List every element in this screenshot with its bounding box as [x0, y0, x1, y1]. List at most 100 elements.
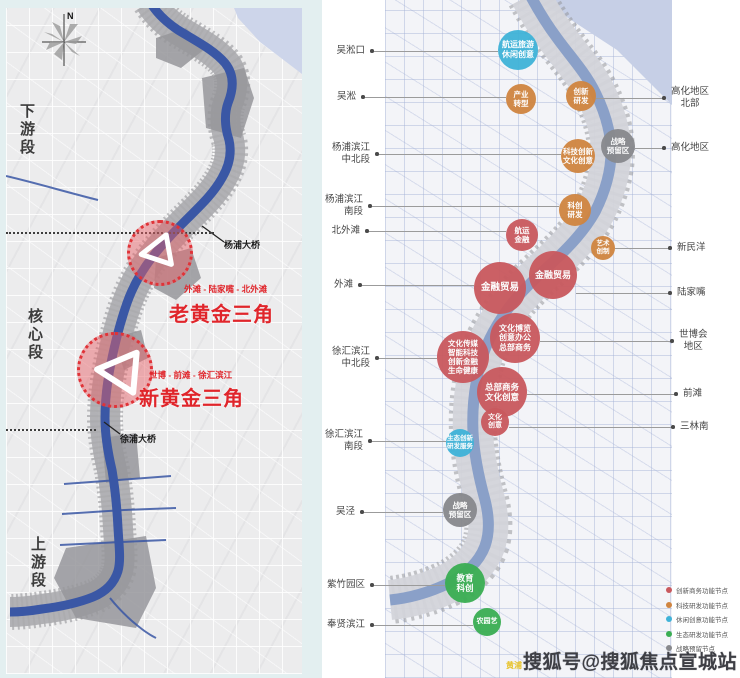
old-golden-triangle-title: 老黄金三角: [169, 304, 274, 326]
place-label: 北外滩: [331, 224, 360, 236]
place-label: 高化地区: [671, 141, 710, 153]
label-lead-line: [576, 293, 670, 294]
label-lead-line: [372, 585, 445, 586]
legend-item: 生态研发功能节点: [666, 629, 728, 639]
function-node: 总部商务 文化创意: [477, 367, 527, 417]
legend-dot-icon: [666, 601, 672, 608]
compass-rose-icon: N: [42, 11, 86, 66]
label-dot: [375, 356, 379, 360]
function-node: 金融贸易: [529, 251, 577, 299]
place-label: 陆家嘴: [677, 286, 706, 298]
label-lead-line: [372, 51, 498, 52]
function-node: 教育 科创: [445, 563, 485, 603]
left-map-panel: N 下游段 核心段 上游段 杨浦大桥 徐浦大桥 外滩 - 陆家嘴 - 北外滩 老…: [6, 8, 302, 674]
function-node: 创新 研发: [566, 81, 596, 111]
label-dot: [662, 146, 666, 150]
legend-item: 科技研发功能节点: [666, 600, 728, 610]
function-node: 艺术 创制: [591, 236, 615, 260]
label-lead-line: [360, 285, 474, 286]
label-dot: [370, 623, 374, 627]
place-label: 杨浦滨江 南段: [324, 193, 363, 217]
left-map-graphics: N: [6, 8, 302, 639]
label-lead-line: [377, 358, 437, 359]
function-node: 生态创新 研发服务: [446, 429, 474, 457]
bridge-label-xupu: 徐浦大桥: [120, 434, 157, 444]
label-dot: [368, 204, 372, 208]
label-lead-line: [635, 148, 664, 149]
label-lead-line: [540, 341, 672, 342]
function-node: 文化传媒 智能科技 创新金融 生命健康: [437, 331, 489, 383]
label-dot: [361, 95, 365, 99]
label-dot: [668, 291, 672, 295]
new-golden-triangle-zone: [77, 332, 153, 408]
label-dot: [360, 510, 364, 514]
label-dot: [375, 152, 379, 156]
label-dot: [365, 229, 369, 233]
legend-dot-icon: [666, 630, 672, 637]
label-dot: [671, 425, 675, 429]
label-dot: [674, 392, 678, 396]
label-lead-line: [615, 248, 670, 249]
compass-n-label: N: [67, 11, 74, 21]
watermark: 黄浦 搜狐号@搜狐焦点宣城站: [506, 647, 737, 674]
legend-label: 生态研发功能节点: [676, 631, 728, 639]
label-dot: [662, 96, 666, 100]
new-golden-triangle-tagline: 世博 - 前滩 - 徐汇滨江: [149, 370, 233, 380]
label-dot: [358, 283, 362, 287]
label-dot: [670, 339, 674, 343]
label-lead-line: [527, 394, 676, 395]
label-lead-line: [363, 97, 506, 98]
legend: 创新商务功能节点科技研发功能节点休闲创意功能节点 生态研发功能节点战略预留节点: [666, 585, 728, 658]
triangle-arrow-icon: [138, 232, 174, 267]
section-label-downstream: 下游段: [18, 103, 35, 157]
label-dot: [368, 439, 372, 443]
place-label: 外滩: [333, 278, 353, 290]
function-node: 战略 预留区: [443, 493, 477, 527]
old-golden-triangle-tagline: 外滩 - 陆家嘴 - 北外滩: [184, 284, 268, 294]
new-golden-triangle-title: 新黄金三角: [139, 388, 244, 410]
place-label: 杨浦滨江 中北段: [331, 141, 370, 165]
triangle-arrow-icon: [94, 349, 140, 396]
place-label: 新民洋: [677, 241, 706, 253]
place-label: 三林南: [680, 420, 709, 432]
function-node: 文化博览 创意办公 总部商务: [490, 313, 540, 363]
place-label: 前滩: [683, 387, 703, 399]
bridge-label-yangpu: 杨浦大桥: [224, 240, 261, 250]
place-label: 吴淞口: [336, 44, 365, 56]
place-label: 徐汇滨江 中北段: [331, 345, 370, 369]
label-dot: [370, 583, 374, 587]
label-dot: [370, 49, 374, 53]
right-map-panel: 航运旅游 休闲创意 产业 转型 创新 研发 战略 预留区 科技创新 文化创意 科创 研发 航运 金融 艺术创…: [322, 0, 740, 678]
function-node: 航运 金融: [506, 219, 538, 251]
legend-dot-icon: [666, 616, 672, 622]
place-label: 徐汇滨江 南段: [324, 428, 363, 452]
old-golden-triangle-zone: [127, 220, 193, 286]
place-label: 吴泾: [335, 505, 355, 517]
place-label: 吴淞: [336, 90, 356, 102]
function-node: 科技创新 文化创意: [561, 139, 595, 173]
label-lead-line: [372, 625, 473, 626]
label-lead-line: [370, 441, 446, 442]
river-path: [9, 8, 237, 617]
function-node: 农园艺: [473, 608, 501, 636]
place-label: 紫竹园区: [326, 578, 365, 590]
function-node: 科创 研发: [559, 194, 591, 226]
legend-dot-icon: [666, 587, 672, 593]
function-node: 产业 转型: [506, 84, 536, 114]
legend-label: 创新商务功能节点: [676, 588, 728, 595]
section-divider: [6, 232, 214, 234]
legend-item: 战略预留节点: [666, 643, 728, 653]
section-label-core: 核心段: [26, 308, 43, 362]
legend-dot-icon: [666, 645, 672, 651]
place-label: 高化地区 北部: [671, 85, 710, 109]
legend-item: 休闲创意功能节点: [666, 614, 728, 624]
bridge-ticks: [103, 225, 225, 435]
label-dot: [668, 246, 672, 250]
function-node: 金融贸易: [474, 262, 526, 314]
water-area: [234, 8, 302, 74]
legend-label: 休闲创意功能节点: [676, 617, 728, 624]
place-label: 奉贤滨江: [326, 618, 365, 630]
function-node: 战略 预留区: [601, 129, 635, 163]
label-lead-line: [362, 512, 443, 513]
label-lead-line: [367, 231, 506, 232]
